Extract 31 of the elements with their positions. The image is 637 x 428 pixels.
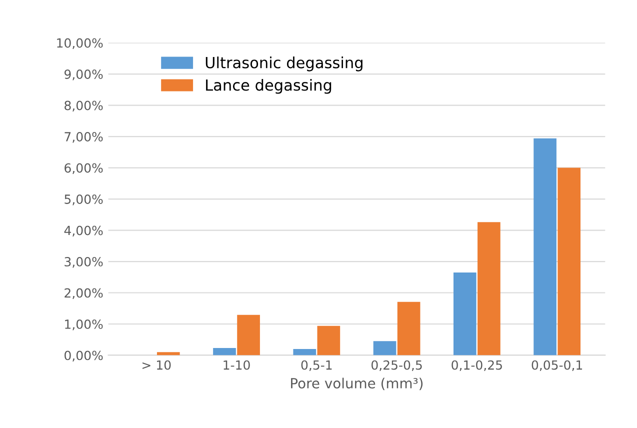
x-axis-title: Pore volume (mm³) [291, 378, 423, 390]
y-tick-label: 10,00% [57, 38, 103, 49]
bar [317, 326, 340, 356]
x-tick-label: 0,1-0,25 [452, 360, 502, 372]
y-tick-label: 1,00% [65, 319, 103, 330]
y-tick-label: 7,00% [64, 132, 103, 143]
y-tick-label: 6,00% [64, 163, 103, 174]
y-tick-label: 8,00% [64, 100, 103, 112]
bar [534, 138, 556, 356]
x-tick-label: 0,5-1 [301, 360, 332, 372]
x-tick-label: 1-10 [224, 360, 250, 370]
bar [397, 302, 420, 356]
x-tick-label: 0,05-0,1 [532, 360, 582, 372]
bar [478, 222, 500, 356]
y-tick-label: 3,00% [64, 256, 103, 268]
bar [373, 341, 396, 356]
bar [453, 272, 476, 356]
y-tick-label: 9,00% [64, 70, 103, 80]
bar [156, 352, 180, 356]
legend-label: Ultrasonic degassing [206, 56, 362, 72]
bar [237, 314, 260, 356]
bar [213, 348, 236, 356]
y-tick-label: 2,00% [64, 288, 103, 299]
x-tick-label: 0,25-0,5 [372, 360, 422, 372]
y-tick-label: 5,00% [64, 194, 103, 206]
legend-label: Lance degassing [206, 78, 332, 94]
x-tick-label: > 10 [142, 360, 171, 370]
y-tick-label: 0,00% [64, 350, 103, 362]
bar [293, 348, 316, 356]
y-tick-label: 4,00% [64, 226, 103, 236]
bar [558, 168, 581, 356]
